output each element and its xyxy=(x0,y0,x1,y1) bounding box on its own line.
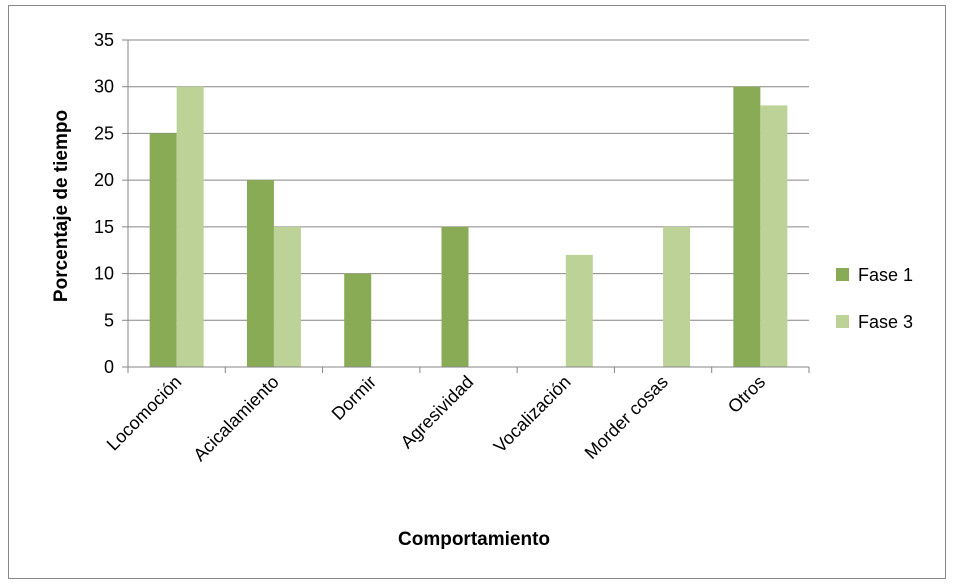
axes xyxy=(122,39,810,373)
legend-swatch xyxy=(836,315,849,328)
bar-fase-3 xyxy=(565,254,593,367)
y-tick-label: 25 xyxy=(94,123,114,143)
chart-frame: 0 5 10 15 20 25 30 35 Locomoción Acicalamiento Do… xyxy=(8,5,946,579)
y-tick-label: 35 xyxy=(94,30,114,50)
legend-label: Fase 3 xyxy=(858,312,913,332)
bar-fase-1 xyxy=(441,226,469,367)
x-tick-label: Agresividad xyxy=(397,372,478,453)
x-tick-label: Acicalamiento xyxy=(189,372,282,465)
legend-swatch xyxy=(836,268,849,281)
y-tick-label: 10 xyxy=(94,264,114,284)
y-axis-title: Porcentaje de tiempo xyxy=(51,110,72,302)
y-tick-label: 30 xyxy=(94,77,114,97)
bar-fase-3 xyxy=(176,86,204,367)
bar-fase-1 xyxy=(344,273,372,367)
legend: Fase 1 Fase 3 xyxy=(836,265,913,332)
bar-fase-3 xyxy=(273,226,301,367)
y-tick-labels: 0 5 10 15 20 25 30 35 xyxy=(94,30,114,377)
x-tick-labels: Locomoción Acicalamiento Dormir Agresividad… xyxy=(103,372,769,465)
x-tick-label: Otros xyxy=(724,372,769,417)
y-tick-label: 5 xyxy=(104,310,114,330)
x-tick-label: Locomoción xyxy=(103,372,186,455)
bar-fase-3 xyxy=(760,105,788,368)
bar-fase-1 xyxy=(246,180,274,367)
x-tick-label: Morder cosas xyxy=(581,372,672,463)
x-tick-label: Dormir xyxy=(328,372,380,424)
x-axis-title: Comportamiento xyxy=(398,529,550,550)
bar-fase-1 xyxy=(733,86,761,367)
x-tick-label: Vocalización xyxy=(490,372,575,457)
y-tick-label: 15 xyxy=(94,217,114,237)
bar-fase-3 xyxy=(663,226,691,367)
bars xyxy=(149,86,788,368)
bar-chart: 0 5 10 15 20 25 30 35 Locomoción Acicalamiento Do… xyxy=(51,30,913,550)
y-tick-label: 0 xyxy=(104,357,114,377)
legend-label: Fase 1 xyxy=(858,265,913,285)
y-tick-label: 20 xyxy=(94,170,114,190)
bar-fase-1 xyxy=(149,133,177,367)
